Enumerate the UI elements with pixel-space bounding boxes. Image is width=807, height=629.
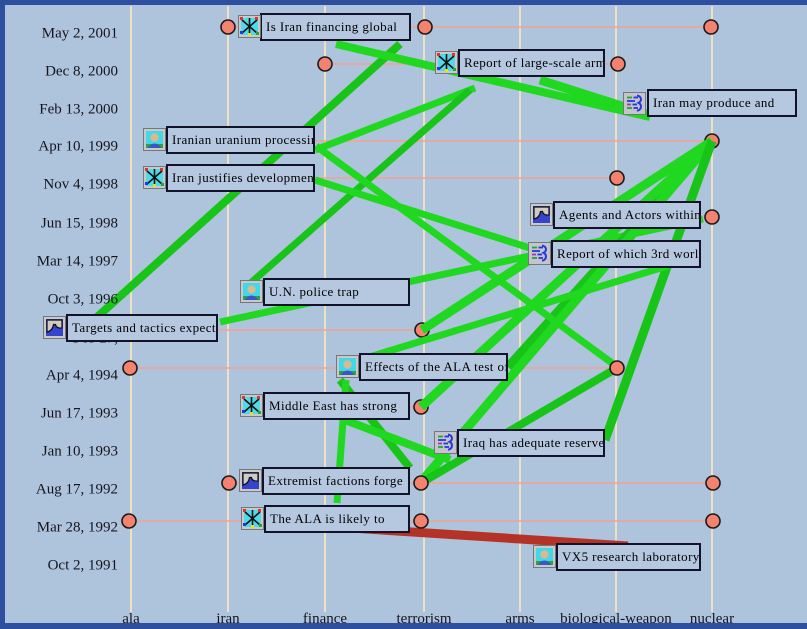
- window-border-left: [0, 0, 5, 629]
- date-label: Feb 13, 2000: [39, 101, 118, 118]
- document-box[interactable]: Extremist factions forge: [262, 467, 410, 495]
- document-box[interactable]: Report of large-scale arms: [458, 49, 605, 77]
- entity-node[interactable]: [121, 513, 137, 529]
- document-box[interactable]: Iran may produce and: [647, 89, 797, 117]
- chart-document-icon[interactable]: [43, 316, 66, 339]
- green-edge[interactable]: [335, 40, 651, 121]
- document-title: Middle East has strong: [269, 398, 398, 413]
- document-box[interactable]: Iran justifies development: [166, 164, 315, 192]
- entity-node[interactable]: [610, 56, 626, 72]
- document-title: Iranian uranium processing: [172, 132, 315, 147]
- star-document-icon[interactable]: [143, 166, 166, 189]
- outline-document-icon[interactable]: [623, 92, 646, 115]
- document-title: Extremist factions forge: [268, 473, 403, 488]
- date-label: Oct 2, 1991: [47, 557, 118, 574]
- document-title: Agents and Actors within: [559, 207, 701, 222]
- date-label: Nov 4, 1998: [43, 176, 118, 193]
- date-label: May 2, 2001: [41, 25, 118, 42]
- entity-node[interactable]: [703, 19, 719, 35]
- document-title: Iran justifies development: [172, 170, 315, 185]
- entity-node[interactable]: [220, 19, 236, 35]
- window-border-bottom: [0, 623, 807, 629]
- date-label: Jun 17, 1993: [40, 405, 118, 422]
- entity-node[interactable]: [704, 209, 720, 225]
- entity-node[interactable]: [413, 475, 429, 491]
- document-title: Targets and tactics expected: [72, 320, 218, 335]
- chart-document-icon[interactable]: [239, 469, 262, 492]
- document-box[interactable]: Agents and Actors within: [553, 201, 701, 229]
- document-title: U.N. police trap: [269, 284, 360, 299]
- document-title: Iraq has adequate reserves: [463, 435, 605, 450]
- document-box[interactable]: Iranian uranium processing: [166, 126, 315, 154]
- date-label: Jun 15, 1998: [40, 215, 118, 232]
- person-document-icon[interactable]: [240, 280, 263, 303]
- green-edge[interactable]: [600, 139, 717, 442]
- document-box[interactable]: VX5 research laboratory in: [556, 543, 701, 571]
- date-label: Oct 3, 1996: [47, 291, 118, 308]
- date-label: Mar 28, 1992: [36, 519, 118, 536]
- green-edge[interactable]: [338, 252, 702, 370]
- entity-node[interactable]: [317, 56, 333, 72]
- entity-node[interactable]: [122, 360, 138, 376]
- window-border-top: [0, 0, 807, 5]
- entity-node[interactable]: [705, 513, 721, 529]
- outline-document-icon[interactable]: [434, 431, 457, 454]
- document-box[interactable]: Middle East has strong: [263, 392, 410, 420]
- date-label: Apr 4, 1994: [45, 367, 118, 384]
- chart-document-icon[interactable]: [530, 203, 553, 226]
- document-box[interactable]: U.N. police trap: [263, 278, 410, 306]
- document-title: Report of which 3rd world: [557, 246, 701, 261]
- outline-document-icon[interactable]: [528, 242, 551, 265]
- green-edge[interactable]: [242, 87, 473, 291]
- person-document-icon[interactable]: [336, 355, 359, 378]
- document-box[interactable]: Iraq has adequate reserves: [457, 429, 605, 457]
- date-label: Mar 14, 1997: [36, 253, 118, 270]
- date-label: Dec 8, 2000: [45, 63, 118, 80]
- person-document-icon[interactable]: [533, 545, 556, 568]
- star-document-icon[interactable]: [435, 51, 458, 74]
- green-edge[interactable]: [313, 176, 532, 252]
- entity-node[interactable]: [705, 475, 721, 491]
- document-box[interactable]: Targets and tactics expected: [66, 314, 218, 342]
- green-edge[interactable]: [313, 84, 477, 154]
- star-document-icon[interactable]: [240, 394, 263, 417]
- entity-node[interactable]: [413, 513, 429, 529]
- document-box[interactable]: Effects of the ALA test of: [359, 353, 508, 381]
- date-label: Jan 10, 1993: [41, 443, 118, 460]
- document-title: VX5 research laboratory in: [562, 549, 701, 564]
- document-box[interactable]: Is Iran financing global: [260, 13, 411, 41]
- green-edge[interactable]: [419, 137, 715, 334]
- green-edge[interactable]: [417, 138, 716, 485]
- date-label: Apr 10, 1999: [38, 138, 118, 155]
- person-document-icon[interactable]: [143, 128, 166, 151]
- document-title: Iran may produce and: [653, 95, 775, 110]
- entity-node[interactable]: [609, 360, 625, 376]
- entity-node[interactable]: [221, 475, 237, 491]
- star-document-icon[interactable]: [238, 15, 261, 38]
- document-title: Is Iran financing global: [266, 19, 398, 34]
- document-title: Effects of the ALA test of: [365, 359, 508, 374]
- document-box[interactable]: The ALA is likely to: [264, 505, 410, 533]
- document-box[interactable]: Report of which 3rd world: [551, 240, 701, 268]
- green-edge[interactable]: [343, 416, 452, 464]
- date-label: Aug 17, 1992: [35, 481, 118, 498]
- document-title: The ALA is likely to: [270, 511, 385, 526]
- green-edge[interactable]: [313, 143, 619, 369]
- entity-node[interactable]: [417, 19, 433, 35]
- document-title: Report of large-scale arms: [464, 55, 605, 70]
- entity-node[interactable]: [609, 170, 625, 186]
- star-document-icon[interactable]: [241, 507, 264, 530]
- green-edge[interactable]: [418, 364, 620, 487]
